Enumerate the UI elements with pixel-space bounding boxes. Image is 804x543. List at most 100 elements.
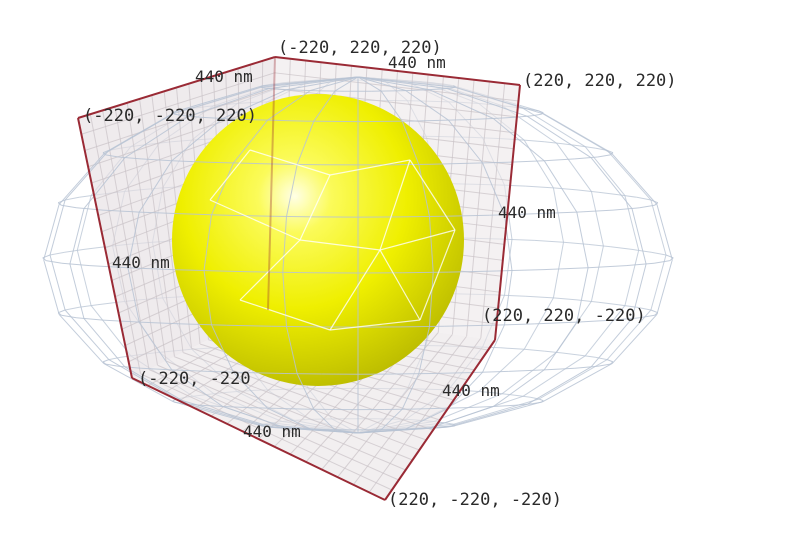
mesh-line [262, 76, 359, 87]
mesh-line [329, 159, 411, 176]
mesh-line [444, 214, 490, 217]
grid-line [368, 337, 482, 493]
mesh-line [597, 363, 611, 367]
mesh-line [522, 355, 586, 397]
mesh-line [532, 113, 542, 117]
mesh-line [310, 76, 359, 91]
grid-line [352, 335, 468, 486]
mesh-line [58, 153, 105, 205]
mesh-line [584, 146, 626, 196]
mesh-line [43, 259, 60, 315]
mesh-line [656, 204, 673, 260]
mesh-line [607, 359, 614, 363]
mesh-line [542, 113, 613, 155]
mesh-line [466, 406, 494, 409]
mesh-line [276, 407, 305, 410]
mesh-line [267, 271, 314, 274]
mesh-line [183, 115, 201, 118]
mesh-line [618, 304, 637, 308]
mesh-line [313, 90, 336, 122]
mesh-line [590, 157, 633, 209]
mesh-line [411, 119, 440, 122]
mesh-line [524, 139, 545, 143]
mesh-line [188, 403, 270, 428]
mesh-line [429, 216, 434, 273]
wireframe-mesh-front [42, 76, 674, 434]
mesh-line [448, 371, 483, 409]
mesh-line [209, 199, 301, 241]
mesh-line [246, 162, 285, 165]
mesh-line [579, 354, 596, 358]
mesh-line [598, 191, 619, 196]
mesh-line [248, 407, 277, 409]
mesh-line [284, 373, 322, 375]
mesh-line [226, 214, 272, 217]
mesh-line [636, 306, 651, 311]
mesh-line [108, 356, 121, 361]
mesh-line [394, 373, 432, 375]
mesh-line [576, 299, 599, 303]
mesh-line [405, 407, 449, 430]
mesh-line [49, 254, 66, 311]
mesh-line [518, 395, 531, 398]
mesh-line [527, 366, 592, 405]
mesh-line [538, 110, 544, 114]
mesh-line [595, 356, 608, 361]
mesh-line [329, 249, 381, 331]
box-edge [494, 84, 521, 341]
mesh-line [579, 145, 596, 149]
mesh-line [58, 309, 66, 314]
mesh-line [42, 254, 51, 259]
mesh-line [429, 272, 434, 327]
yellow-sphere[interactable] [172, 94, 464, 386]
mesh-line [43, 204, 60, 260]
mesh-line [527, 115, 592, 159]
mesh-line [610, 246, 633, 250]
mesh-line [219, 270, 268, 273]
mesh-line [576, 319, 614, 323]
mesh-line [563, 241, 589, 245]
mesh-line [200, 404, 223, 407]
mesh-line [506, 393, 520, 397]
mesh-line [141, 158, 172, 162]
mesh-line [127, 267, 173, 271]
mesh-line [405, 90, 449, 121]
mesh-line [108, 359, 178, 400]
mesh-line [525, 295, 554, 299]
mesh-line [590, 191, 604, 247]
mesh-line [534, 211, 577, 215]
mesh-line [504, 270, 513, 325]
mesh-line [478, 391, 494, 394]
mesh-line [590, 318, 633, 368]
mesh-line [83, 157, 126, 209]
mesh-line [584, 305, 626, 357]
box-edge [77, 56, 276, 119]
mesh-line [534, 239, 564, 243]
mesh-line [61, 314, 77, 319]
corner-labels: (-220, 220, 220) (220, 220, 220) (-220, … [83, 38, 677, 510]
mesh-line [267, 90, 311, 121]
mesh-line [97, 301, 118, 306]
mesh-line [64, 150, 110, 201]
mesh-line [139, 211, 182, 215]
mesh-line [651, 251, 667, 256]
mesh-line [418, 164, 430, 217]
mesh-line [380, 408, 403, 431]
mesh-line [544, 158, 575, 162]
mesh-line [665, 254, 674, 259]
mesh-line [181, 213, 227, 216]
mesh-line [141, 367, 172, 371]
mesh-line [538, 398, 544, 402]
mesh-line [299, 239, 381, 251]
mesh-line [233, 119, 268, 164]
mesh-line [650, 199, 667, 256]
mesh-line [534, 321, 577, 325]
mesh-line [418, 326, 430, 374]
mesh-line [544, 141, 563, 145]
mesh-line [588, 243, 611, 248]
mesh-line [282, 216, 287, 273]
mesh-line [69, 208, 85, 265]
mesh-line [444, 324, 490, 327]
mesh-line [171, 118, 224, 162]
